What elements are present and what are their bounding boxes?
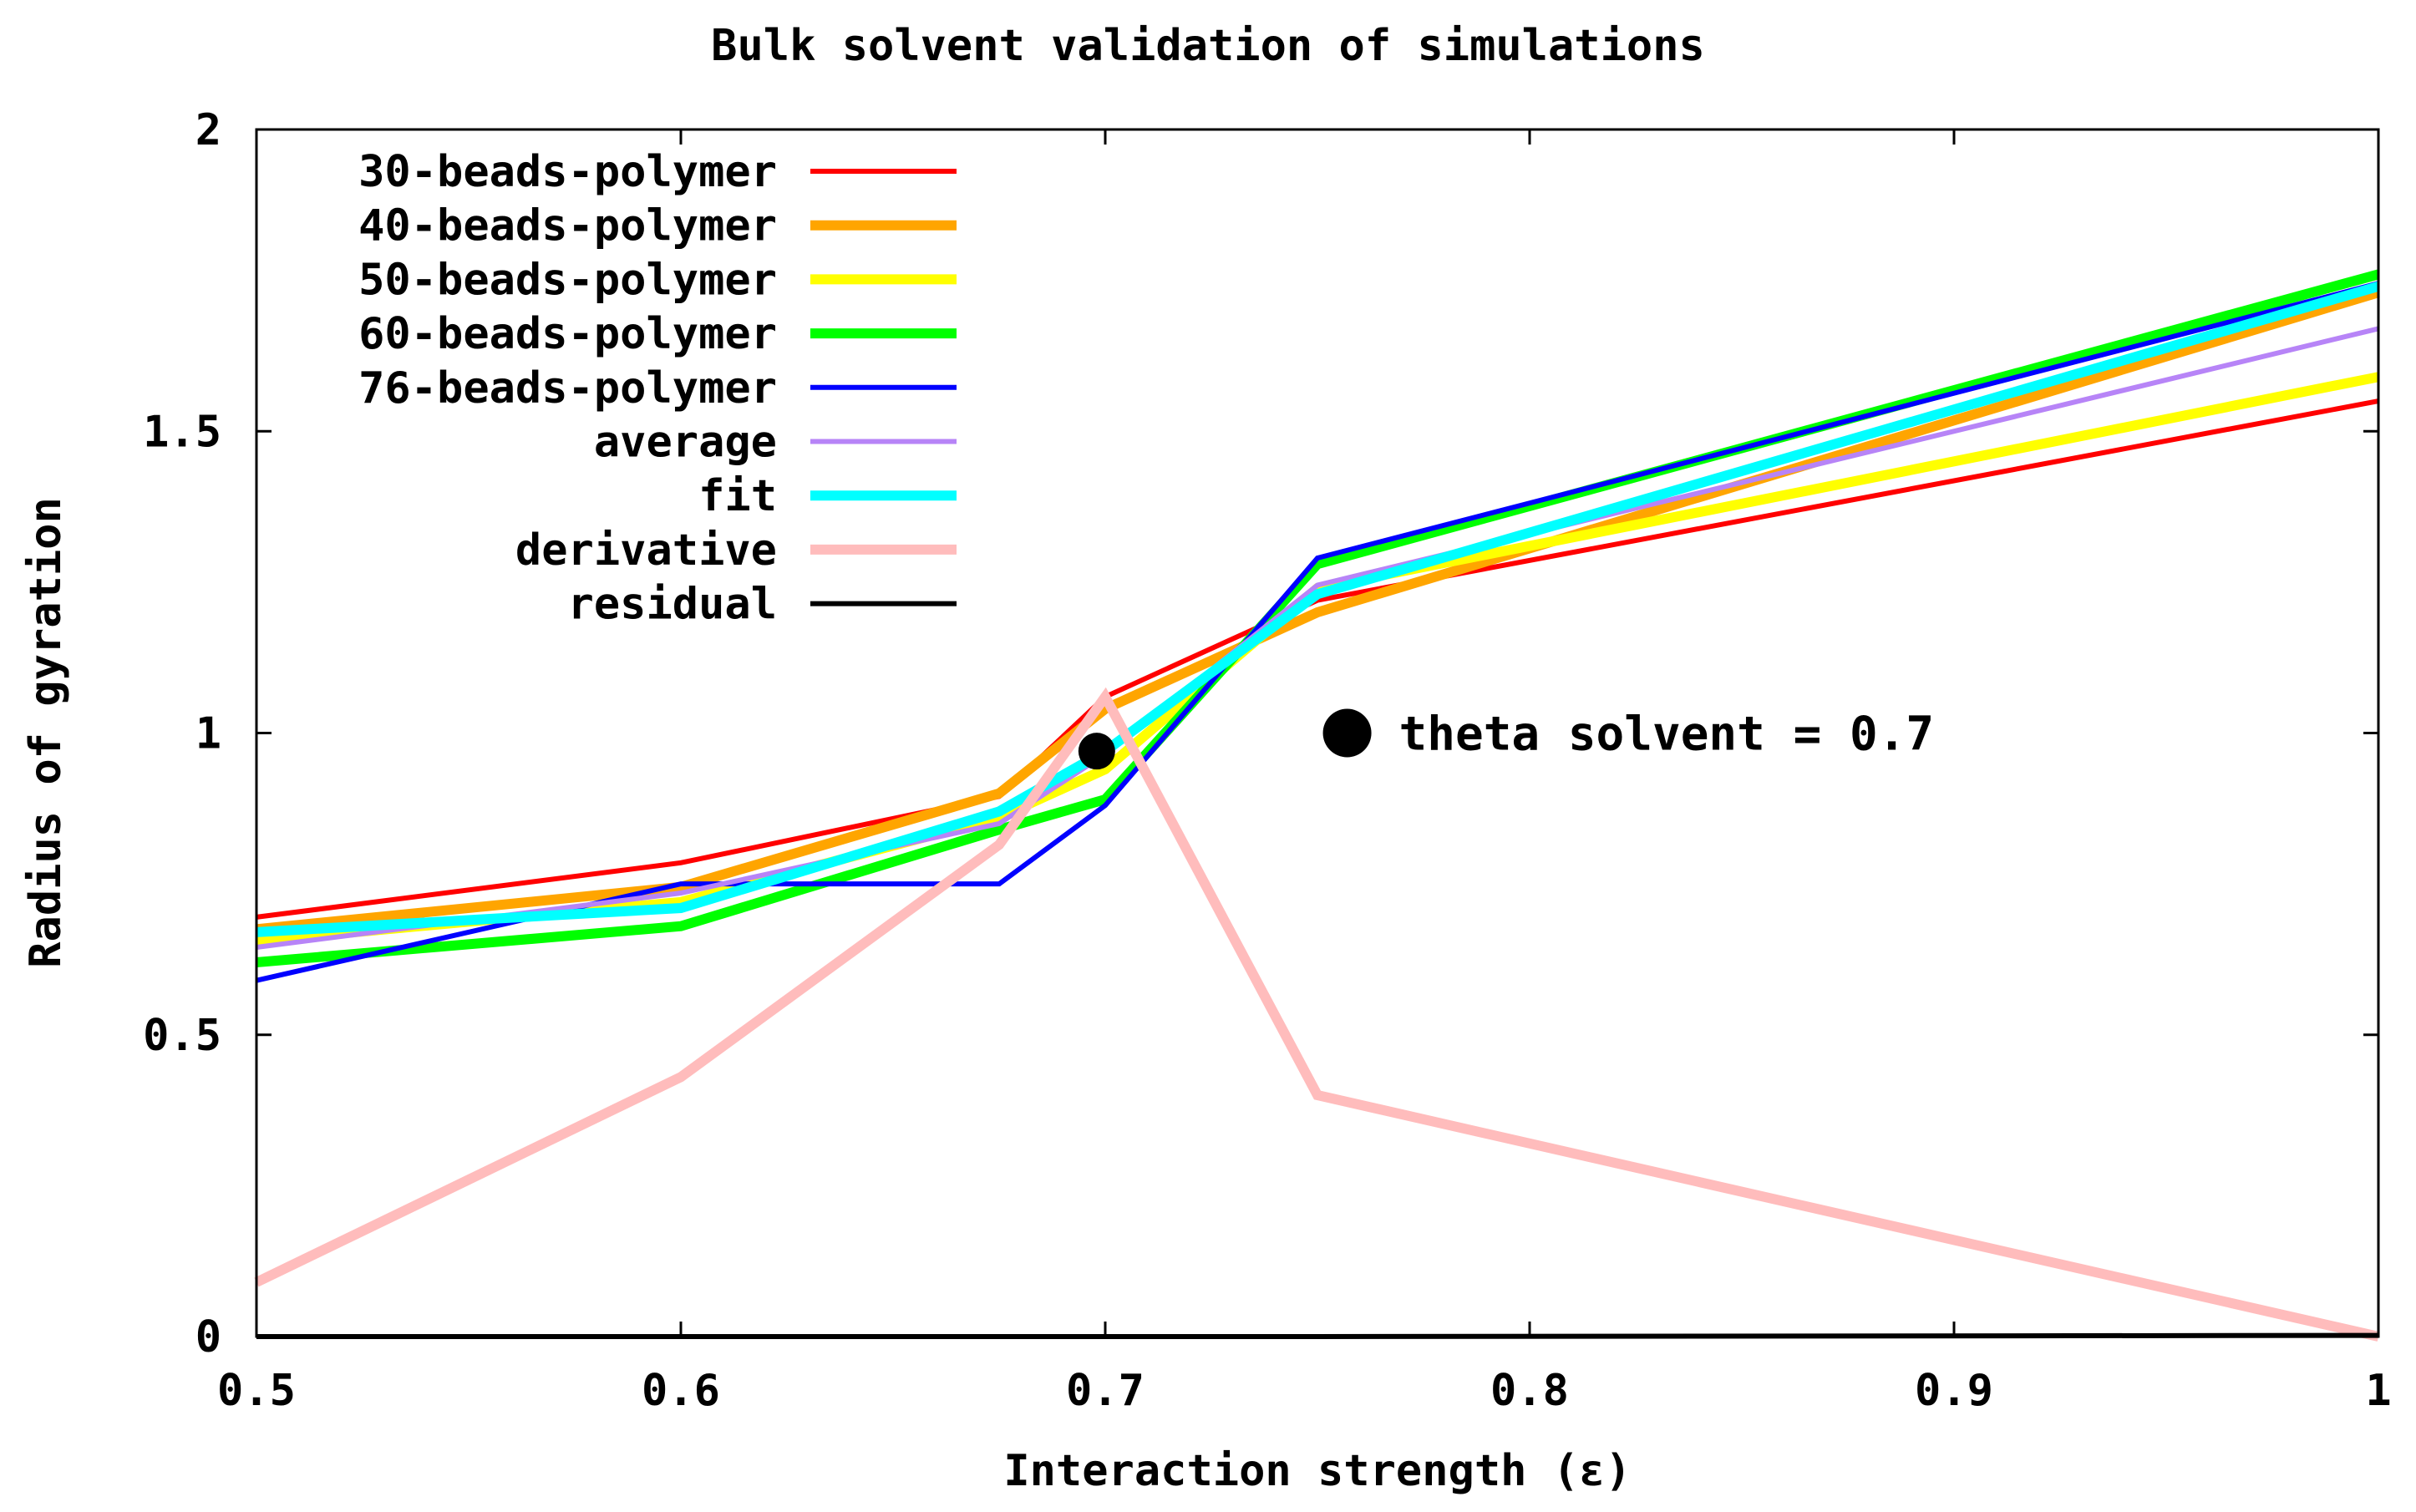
plot-frame — [255, 128, 2380, 1338]
x-tick-label: 1 — [2365, 1366, 2391, 1416]
legend-label-30-beads-polymer: 30-beads-polymer — [358, 147, 777, 197]
x-axis-label: Interaction strength (ε) — [1003, 1446, 1631, 1496]
y-tick-label: 1 — [195, 709, 221, 759]
legend-label-40-beads-polymer: 40-beads-polymer — [358, 201, 777, 251]
legend-label-60-beads-polymer: 60-beads-polymer — [358, 309, 777, 359]
series-line-average — [256, 326, 2379, 950]
x-tick-label: 0.6 — [642, 1366, 720, 1416]
x-tick-label: 0.9 — [1915, 1366, 1993, 1416]
y-tick-label: 0.5 — [143, 1011, 221, 1061]
annotation-text: theta solvent = 0.7 — [1399, 708, 1935, 762]
series-line-60-beads-polymer — [256, 269, 2380, 967]
x-tick-label: 0.7 — [1066, 1366, 1145, 1416]
legend-label-fit: fit — [698, 471, 777, 521]
legend-label-derivative: derivative — [515, 525, 777, 576]
theta-point — [1078, 733, 1115, 770]
series-line-30-beads-polymer — [256, 398, 2379, 920]
legend-label-50-beads-polymer: 50-beads-polymer — [358, 255, 777, 305]
series-line-40-beads-polymer — [256, 287, 2380, 935]
series-line-derivative — [254, 687, 2380, 1342]
y-tick-label: 0 — [195, 1312, 221, 1362]
y-tick-label: 1.5 — [143, 407, 221, 457]
x-tick-label: 0.5 — [217, 1366, 296, 1416]
series-line-fit — [256, 282, 2380, 937]
legend-label-76-beads-polymer: 76-beads-polymer — [358, 363, 777, 414]
legend-label-average: average — [594, 418, 777, 468]
annotation-marker — [1322, 708, 1372, 758]
x-tick-label: 0.8 — [1490, 1366, 1569, 1416]
legend-label-residual: residual — [568, 580, 777, 630]
y-tick-label: 2 — [195, 105, 221, 155]
y-axis-label: Radius of gyration — [21, 497, 71, 968]
chart-title: Bulk solvent validation of simulations — [711, 21, 1705, 71]
